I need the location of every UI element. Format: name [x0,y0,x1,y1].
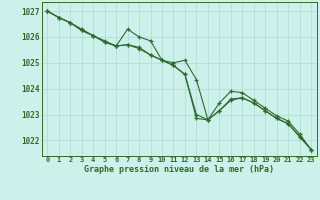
X-axis label: Graphe pression niveau de la mer (hPa): Graphe pression niveau de la mer (hPa) [84,165,274,174]
